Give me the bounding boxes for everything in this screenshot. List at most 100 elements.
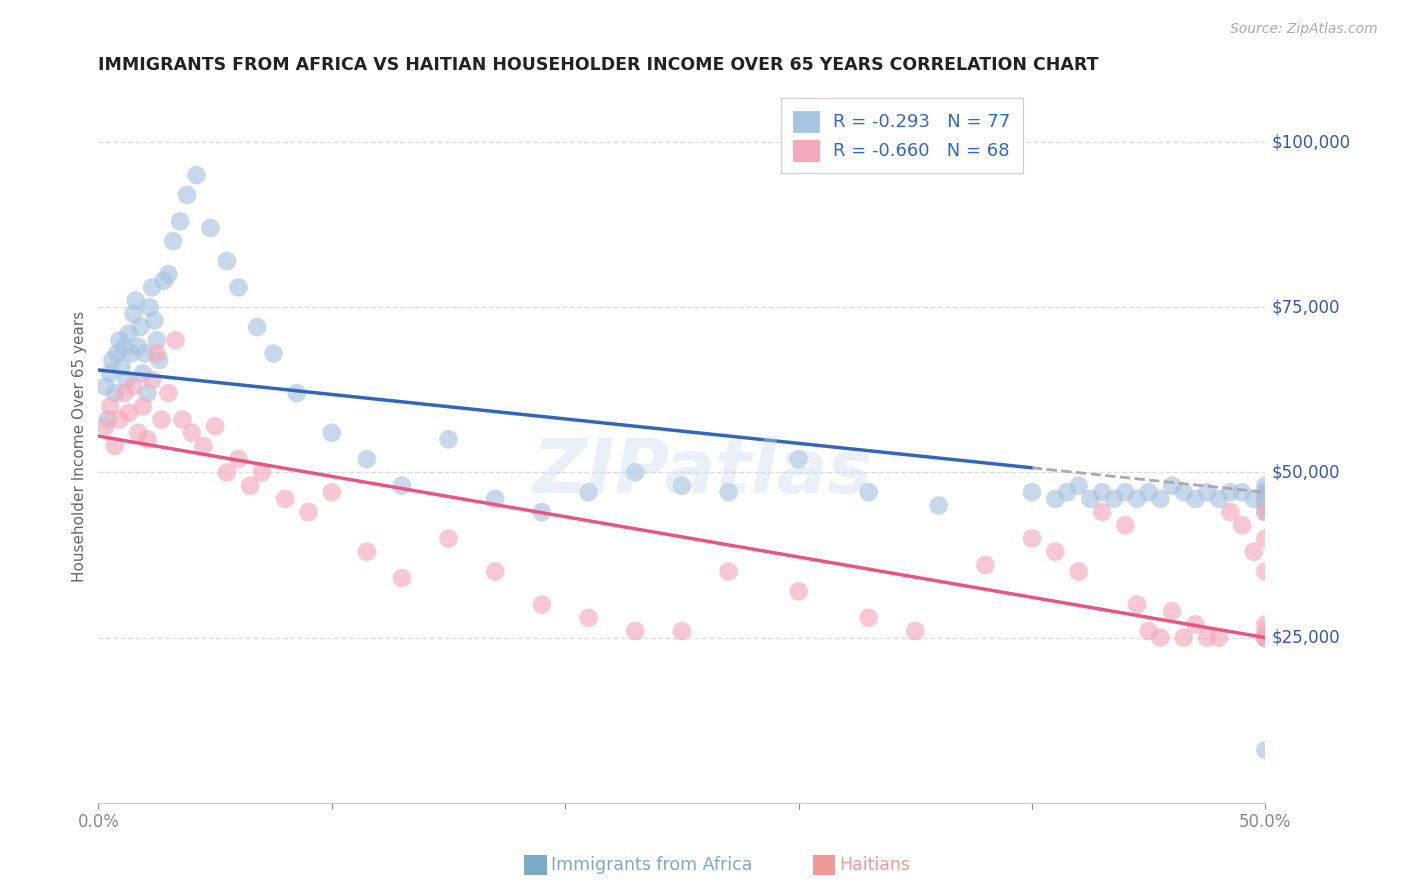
Point [1137,485,1160,500]
Point [1254,631,1277,645]
Point [1126,598,1149,612]
Point [108,333,131,347]
Point [1184,617,1206,632]
Point [1254,631,1277,645]
Point [274,491,297,506]
Point [321,425,343,440]
Point [1184,491,1206,506]
Point [1137,624,1160,638]
Point [1208,631,1230,645]
Point [108,412,131,426]
Point [484,491,506,506]
Point [285,386,308,401]
Point [356,545,378,559]
Point [98,367,121,381]
Point [671,624,693,638]
Point [204,419,226,434]
Point [1021,485,1043,500]
Point [578,611,600,625]
Point [1254,499,1277,513]
Point [530,505,553,519]
Point [1045,491,1067,506]
Point [112,386,135,401]
Point [1021,532,1043,546]
Point [787,452,810,467]
Point [157,386,180,401]
Point [1254,491,1277,506]
Point [165,333,187,347]
Point [1080,491,1102,506]
Point [157,267,180,281]
Point [671,478,693,492]
Point [1173,631,1195,645]
Point [215,466,238,480]
Text: $25,000: $25,000 [1271,629,1340,647]
Y-axis label: Householder Income Over 65 years: Householder Income Over 65 years [72,310,87,582]
Point [136,386,159,401]
Point [624,624,647,638]
Point [437,532,460,546]
Point [1254,485,1277,500]
Point [146,346,169,360]
Point [1091,505,1114,519]
Point [1254,631,1277,645]
Point [120,346,142,360]
Text: Source: ZipAtlas.com: Source: ZipAtlas.com [1230,22,1378,37]
Point [1230,485,1253,500]
Point [1254,505,1277,519]
Point [162,234,184,248]
Point [150,412,173,426]
Point [1254,485,1277,500]
Point [125,293,148,308]
Text: IMMIGRANTS FROM AFRICA VS HAITIAN HOUSEHOLDER INCOME OVER 65 YEARS CORRELATION C: IMMIGRANTS FROM AFRICA VS HAITIAN HOUSEH… [98,56,1099,74]
Point [717,485,740,500]
Legend: R = -0.293   N = 77, R = -0.660   N = 68: R = -0.293 N = 77, R = -0.660 N = 68 [780,98,1024,173]
Point [1254,565,1277,579]
Point [169,214,191,228]
Point [904,624,927,638]
Point [1173,485,1195,500]
Point [139,300,162,314]
Point [141,373,163,387]
Point [1254,532,1277,546]
Point [1243,545,1265,559]
Point [136,433,159,447]
Point [717,565,740,579]
Point [1114,518,1136,533]
Point [215,254,238,268]
Point [1254,631,1277,645]
Point [1056,485,1078,500]
Point [858,611,880,625]
Point [1254,624,1277,638]
Point [356,452,378,467]
Point [112,340,135,354]
Point [1126,491,1149,506]
Point [1102,491,1125,506]
Text: ZIPatlas: ZIPatlas [533,436,873,509]
Text: Immigrants from Africa: Immigrants from Africa [551,856,752,874]
Point [104,386,127,401]
Point [321,485,343,500]
Point [1149,491,1171,506]
Text: $50,000: $50,000 [1271,464,1340,482]
Point [1230,518,1253,533]
Point [787,584,810,599]
Point [1219,485,1241,500]
Point [1045,545,1067,559]
Point [1114,485,1136,500]
Point [391,571,413,585]
Point [1161,604,1184,618]
Point [1254,631,1277,645]
Point [1067,565,1090,579]
Point [176,188,198,202]
Point [1254,491,1277,506]
Point [104,439,127,453]
Point [111,359,134,374]
Point [122,307,145,321]
Point [101,353,124,368]
Point [94,419,117,434]
Point [1219,505,1241,519]
Point [200,221,222,235]
Point [1091,485,1114,500]
Point [1254,631,1277,645]
